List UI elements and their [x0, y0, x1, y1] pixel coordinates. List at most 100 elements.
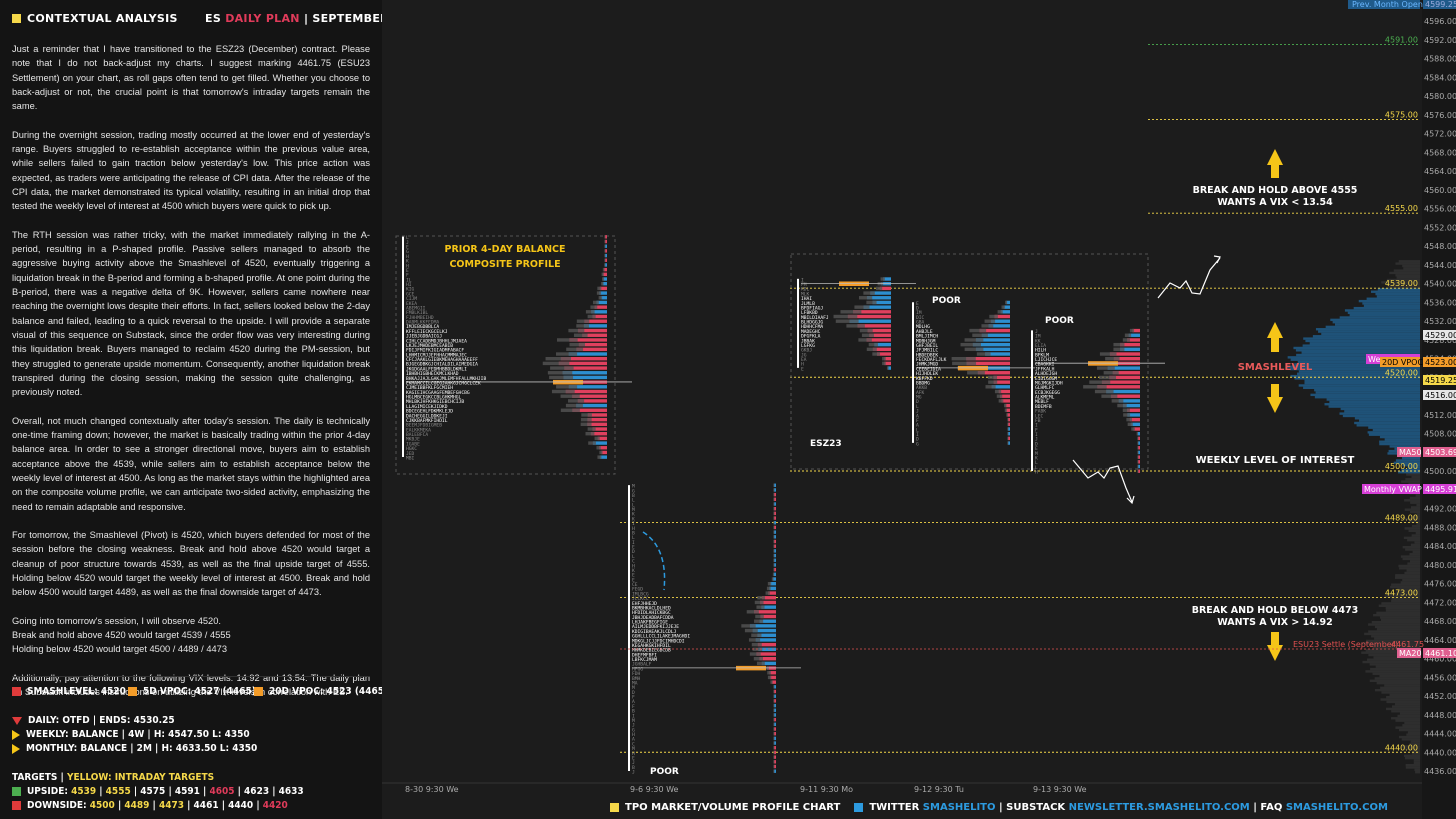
price-axis-tick: 4464.00 [1424, 636, 1456, 645]
upside-target: 4623 [244, 786, 270, 797]
volume-bar [1404, 499, 1420, 502]
volume-bar [866, 296, 891, 300]
volume-bar [583, 324, 607, 328]
volume-bar [1404, 571, 1420, 575]
volume-bar [1399, 567, 1420, 570]
delta-bar [876, 286, 883, 291]
delta-bar [549, 375, 574, 380]
volume-bar [757, 642, 776, 647]
volume-bar [1399, 712, 1420, 715]
tpo-row: HGKC [406, 446, 417, 452]
volume-bar [1303, 386, 1420, 390]
price-tag: 4529.00 [1425, 331, 1456, 340]
volume-bar [1286, 365, 1420, 368]
volume-bar [1370, 290, 1420, 293]
volume-bar [876, 352, 891, 356]
tpo-row: B [632, 765, 635, 771]
delta-bar [604, 263, 606, 267]
volume-bar [1405, 766, 1420, 769]
volume-bar [1368, 426, 1420, 429]
delta-bar [1131, 427, 1135, 431]
volume-bar [600, 296, 607, 300]
volume-bar [605, 253, 607, 258]
volume-bar [1008, 427, 1010, 431]
tpo-row: IL [406, 277, 412, 283]
volume-bar [1402, 264, 1420, 268]
volume-bar [1384, 595, 1420, 598]
delta-bar [596, 291, 602, 295]
tpo-row: E [632, 573, 635, 579]
delta-bar [590, 305, 598, 309]
tpo-row: GLHMLFC [1035, 385, 1055, 391]
delta-bar [604, 244, 606, 248]
tpo-row: JBHJDEADBAFCDDA [632, 615, 674, 621]
vpoc20-tag-value: 4523.00 [1425, 358, 1456, 367]
price-axis-tick: 4544.00 [1424, 261, 1456, 270]
volume-bar [1372, 672, 1420, 675]
volume-bar [757, 633, 776, 637]
delta-bar [872, 352, 881, 356]
delta-bar [996, 394, 1003, 398]
tpo-chart[interactable]: 4591.00 4575.00 4555.00 4539.00 4520.00 4500.… [382, 0, 1456, 819]
tpo-row: AHBJLE [916, 329, 933, 335]
delta-bar [1007, 427, 1009, 431]
delta-bar [773, 497, 775, 502]
volume-bar [1386, 592, 1420, 596]
delta-bar [967, 371, 985, 375]
volume-bar [1130, 422, 1140, 427]
delta-bar [859, 328, 873, 333]
tpo-row: MADEGHC [801, 329, 821, 335]
tpo-row: LHHMICMJJEFHHACMMMAJEC [406, 352, 467, 358]
tpo-row: MEBLF [1035, 399, 1049, 405]
volume-bar [1398, 471, 1420, 474]
ma50-tag: MA50 [1399, 448, 1422, 457]
tpo-row: JJEBJGDBAICGJ [406, 334, 442, 340]
volume-bar [981, 333, 1010, 337]
tpo-row: LFBKBD [801, 310, 818, 316]
substack-link[interactable]: NEWSLETTER.SMASHELITO.COM [1068, 801, 1250, 813]
volume-bar [1005, 403, 1010, 408]
volume-bar [1138, 446, 1140, 450]
composite-label: COMPOSITE PROFILE [449, 259, 560, 270]
tpo-row: MDKGLJCJJFDCIMHDCDI [632, 638, 685, 644]
tpo-row: BMLJIMCH [916, 334, 938, 340]
plan-label: DAILY PLAN [225, 12, 300, 25]
delta-bar [1003, 403, 1007, 408]
delta-bar [773, 727, 775, 731]
faq-link[interactable]: SMASHELITO.COM [1285, 801, 1388, 813]
tpo-row: H [632, 526, 635, 532]
tpo-row: JED [406, 451, 415, 457]
volume-bar [1410, 740, 1420, 743]
volume-bar [874, 342, 891, 347]
level-line-label: 4591.00 [1385, 35, 1418, 44]
volume-bar [774, 483, 776, 487]
volume-bar [1366, 639, 1420, 643]
delta-bar [773, 558, 775, 562]
volume-bar [1402, 578, 1420, 582]
delta-bar [767, 582, 772, 586]
volume-bar [994, 314, 1010, 319]
volume-bar [1401, 745, 1420, 748]
volume-bar [1387, 285, 1420, 289]
volume-bar [774, 694, 776, 698]
targets-legend: YELLOW: INTRADAY TARGETS [66, 772, 215, 783]
delta-bar [773, 699, 775, 703]
analysis-panel: CONTEXTUAL ANALYSIS ES DAILY PLAN | SEPT… [0, 0, 449, 819]
tpo-row: J [916, 409, 919, 415]
tpo-row: GCE [406, 291, 415, 297]
level-line-label: 4555.00 [1385, 204, 1418, 213]
tpo-row: HBDEDBEK [916, 352, 938, 358]
delta-bar [1137, 441, 1139, 445]
twitter-link[interactable]: SMASHELITO [922, 801, 996, 813]
tpo-row: FDIJFMIFKIGIADMFABACF [406, 348, 464, 354]
volume-bar [1315, 391, 1420, 394]
delta-bar [773, 521, 775, 525]
tpo-row: IGABE [406, 441, 420, 447]
volume-bar [887, 366, 891, 370]
upside-target: 4633 [278, 786, 304, 797]
price-axis-tick: 4500.00 [1424, 467, 1456, 476]
tpo-row: M [1035, 451, 1038, 457]
volume-bar [1389, 693, 1420, 697]
volume-bar [1380, 618, 1420, 622]
price-axis-tick: 4592.00 [1424, 36, 1456, 45]
